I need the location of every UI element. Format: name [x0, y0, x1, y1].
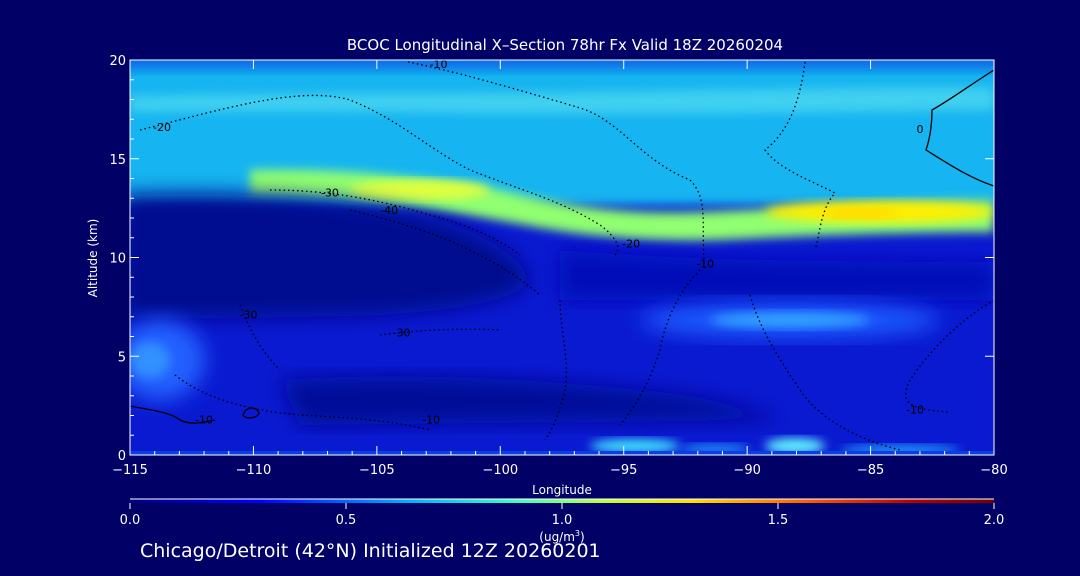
- x-tick-label: −95: [610, 463, 637, 478]
- contour-line: [174, 374, 431, 431]
- plot-area: -10 -20 -30 -40 -20 -10 -30 -30 -10 -10 -10 0: [130, 58, 994, 455]
- x-tick-label: −80: [980, 463, 1007, 478]
- contour-label: 0: [916, 123, 923, 136]
- colorbar-tick-label: 0.5: [336, 513, 357, 528]
- contour-label: -40: [380, 204, 398, 217]
- contour-label: -30: [393, 327, 411, 340]
- contour-label: -10: [430, 58, 448, 71]
- y-tick-label: 5: [118, 350, 126, 365]
- contour-label: -20: [622, 238, 640, 251]
- upper-yellow-west: [350, 180, 490, 200]
- footer-caption: Chicago/Detroit (42°N) Initialized 12Z 2…: [140, 540, 601, 562]
- contour-line: [269, 189, 521, 256]
- upper-yellow-core: [820, 208, 900, 218]
- dark-band-east: [560, 250, 994, 300]
- colorbar-ticks: 0.0 0.5 1.0 1.5 2.0: [120, 503, 1005, 528]
- contour-line: [349, 209, 541, 296]
- upper-light-streak: [130, 87, 994, 114]
- zero-contour-loop: [242, 407, 260, 419]
- top-blue-edge: [130, 60, 994, 70]
- colorbar-tick-label: 1.0: [552, 513, 573, 528]
- y-tick-label: 10: [109, 252, 126, 267]
- contour-label: -20: [153, 121, 171, 134]
- zero-contour-west: [130, 405, 216, 424]
- west-blue-core: [130, 342, 170, 378]
- x-axis-label: Longitude: [532, 483, 592, 497]
- temperature-contours: [139, 61, 994, 451]
- y-axis-label: Altitude (km): [86, 219, 100, 298]
- contour-label: -10: [195, 413, 213, 426]
- surface-plume-2: [765, 438, 825, 454]
- contour-label: -10: [906, 404, 924, 417]
- contour-line: [905, 299, 994, 413]
- y-tick-label: 20: [109, 54, 126, 69]
- ground-strip: [130, 451, 994, 455]
- dark-pocket: [130, 193, 530, 318]
- contour-label: -30: [321, 186, 339, 199]
- contour-line: [764, 61, 837, 251]
- low-dark-region: [280, 376, 780, 425]
- x-tick-label: −85: [857, 463, 884, 478]
- contour-label: -30: [240, 309, 258, 322]
- contour-labels: -10 -20 -30 -40 -20 -10 -30 -30 -10 -10 -10 0: [153, 58, 924, 426]
- y-tick-label: 15: [109, 153, 126, 168]
- x-tick-label: −90: [733, 463, 760, 478]
- contour-line: [619, 269, 701, 426]
- surface-plume-1: [590, 439, 680, 453]
- x-tick-label: −115: [112, 463, 148, 478]
- zero-contours: [130, 69, 994, 424]
- x-axis: −115 −110 −105 −100 −95 −90 −85 −80: [112, 60, 1008, 478]
- mid-light-layer: [710, 312, 870, 328]
- y-axis: 0 5 10 15 20: [109, 54, 994, 464]
- x-tick-label: −100: [482, 463, 518, 478]
- zero-contour-east: [925, 69, 994, 187]
- colorbar-tick-label: 0.0: [120, 513, 141, 528]
- y-tick-label: 0: [118, 449, 126, 464]
- x-tick-label: −105: [359, 463, 395, 478]
- chart-title: BCOC Longitudinal X–Section 78hr Fx Vali…: [347, 36, 783, 54]
- colorbar-units: (ug/m3): [539, 529, 584, 544]
- colorbar-tick-label: 2.0: [984, 513, 1005, 528]
- x-tick-label: −110: [236, 463, 272, 478]
- contour-label: -10: [422, 413, 440, 426]
- contour-label: -10: [696, 257, 714, 270]
- colorbar-tick-label: 1.5: [768, 513, 789, 528]
- colorbar: [130, 499, 994, 503]
- contour-line: [544, 299, 568, 441]
